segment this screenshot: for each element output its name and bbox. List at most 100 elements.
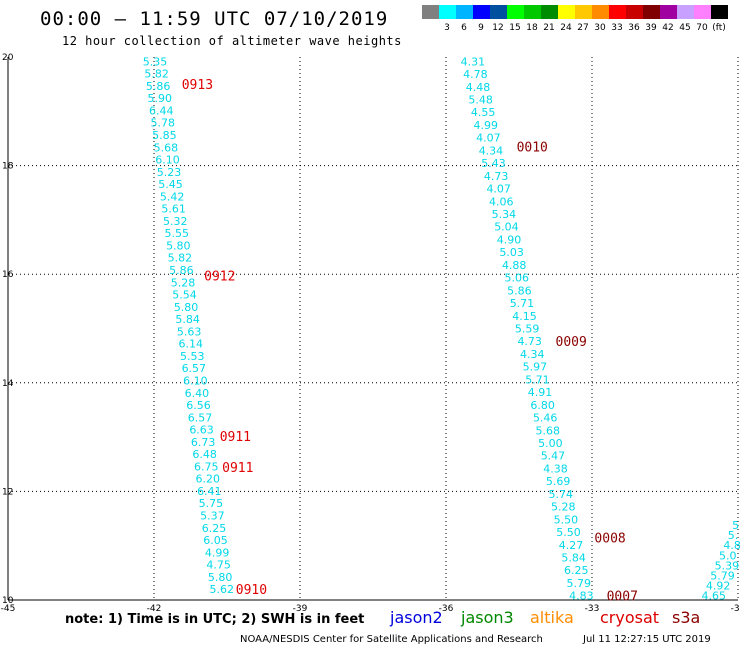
- wave-height-value: 5.28: [171, 276, 196, 289]
- wave-height-value: 5.74: [548, 488, 573, 501]
- legend-swatch: [541, 5, 558, 19]
- legend-swatch: [490, 5, 507, 19]
- wave-height-values: 5.355.825.865.906.445.785.855.686.105.23…: [143, 55, 740, 602]
- wave-height-value: 6.73: [191, 436, 216, 449]
- time-label: 0008: [594, 532, 625, 547]
- wave-height-value: 6.20: [196, 473, 221, 486]
- wave-height-value: 5.61: [161, 203, 186, 216]
- wave-height-value: 4.07: [486, 183, 511, 196]
- wave-height-value: 5.0: [719, 549, 737, 562]
- y-tick-label: 18: [2, 162, 14, 172]
- wave-height-value: 5.54: [172, 289, 197, 302]
- wave-height-value: 5.03: [499, 246, 523, 259]
- satellite-altika: altika: [530, 608, 574, 627]
- x-tick-label: -30: [731, 604, 740, 614]
- wave-height-value: 6.63: [189, 424, 214, 437]
- wave-height-value: 4.34: [520, 348, 545, 361]
- legend-swatch: [439, 5, 456, 19]
- wave-height-value: 4.38: [543, 462, 568, 475]
- time-label: 0910: [236, 583, 267, 598]
- y-tick-label: 10: [2, 596, 14, 606]
- wave-height-value: 4.99: [205, 546, 230, 559]
- x-tick-label: -42: [147, 604, 162, 614]
- wave-height-value: 5.63: [177, 325, 202, 338]
- legend-label: 39: [645, 23, 657, 33]
- wave-height-value: 4.65: [702, 590, 727, 603]
- wave-height-value: 5.82: [168, 252, 193, 265]
- wave-height-value: 6.25: [564, 564, 589, 577]
- satellite-cryosat: cryosat: [600, 608, 660, 627]
- wave-height-value: 5.71: [525, 373, 550, 386]
- wave-height-value: 6.05: [203, 534, 228, 547]
- y-tick-label: 16: [2, 270, 14, 280]
- wave-height-value: 4.88: [502, 259, 527, 272]
- chart-subtitle: 12 hour collection of altimeter wave hei…: [62, 34, 402, 48]
- wave-height-value: 5.06: [505, 272, 530, 285]
- wave-height-value: 5.34: [492, 208, 517, 221]
- wave-height-value: 5.35: [143, 55, 168, 68]
- satellite-jason3: jason3: [461, 608, 514, 627]
- legend-swatch: [507, 5, 524, 19]
- legend-label: 6: [461, 23, 467, 33]
- footnote: note: 1) Time is in UTC; 2) SWH is in fe…: [65, 612, 365, 627]
- x-tick-label: -36: [439, 604, 454, 614]
- legend-label: 21: [543, 23, 555, 33]
- time-label: 0010: [517, 141, 548, 156]
- satellite-jason2: jason2: [390, 608, 443, 627]
- legend-label: 36: [628, 23, 640, 33]
- legend-label: 18: [526, 23, 538, 33]
- y-tick-label: 14: [2, 379, 14, 389]
- wave-height-value: 5.85: [152, 129, 177, 142]
- wave-height-value: 5.39: [715, 559, 740, 572]
- legend-swatch: [592, 5, 609, 19]
- wave-height-value: 5.50: [554, 513, 579, 526]
- wave-height-value: 5.62: [209, 583, 234, 596]
- wave-height-value: 4.34: [479, 144, 504, 157]
- legend-label: 27: [577, 23, 589, 33]
- wave-height-value: 4.99: [474, 119, 499, 132]
- credit-line: NOAA/NESDIS Center for Satellite Applica…: [240, 634, 543, 645]
- x-tick-label: -45: [1, 604, 16, 614]
- wave-height-value: 5.28: [551, 501, 576, 514]
- legend-label: 70: [696, 23, 708, 33]
- wave-height-value: 5.68: [536, 424, 561, 437]
- legend-swatch: [575, 5, 592, 19]
- wave-height-value: 5.84: [175, 313, 200, 326]
- legend-swatch: [609, 5, 626, 19]
- legend-label: 30: [594, 23, 606, 33]
- legend-swatch: [694, 5, 711, 19]
- wave-height-value: 4.06: [489, 195, 514, 208]
- wave-height-value: 4.75: [206, 559, 231, 572]
- wave-height-value: 5.50: [556, 526, 581, 539]
- x-tick-label: -39: [293, 604, 308, 614]
- legend-label: (ft): [712, 23, 726, 33]
- chart-title: 00:00 – 11:59 UTC 07/10/2019: [40, 8, 389, 30]
- wave-height-value: 6.48: [192, 448, 217, 461]
- wave-height-value: 6.40: [185, 387, 210, 400]
- wave-height-value: 4.07: [476, 132, 501, 145]
- wave-height-value: 6.75: [194, 460, 219, 473]
- time-label: 0912: [204, 269, 235, 284]
- wave-height-value: 5.47: [541, 450, 566, 463]
- wave-height-value: 5.68: [154, 141, 179, 154]
- wave-height-value: 5.59: [515, 323, 540, 336]
- wave-height-value: 5.79: [567, 577, 592, 590]
- wave-height-value: 5.97: [523, 361, 548, 374]
- time-label: 0911: [222, 461, 253, 476]
- wave-height-value: 4.73: [517, 335, 542, 348]
- y-tick-label: 20: [2, 53, 14, 63]
- legend-label: 3: [444, 23, 450, 33]
- wave-height-value: 5.78: [151, 117, 176, 130]
- wave-height-value: 4.92: [706, 580, 731, 593]
- wave-height-value: 5.84: [561, 551, 586, 564]
- wave-height-value: 6.25: [202, 522, 227, 535]
- legend-swatch: [626, 5, 643, 19]
- wave-height-value: 5.43: [481, 157, 506, 170]
- wave-height-value: 5.69: [546, 475, 571, 488]
- wave-height-value: 6.41: [197, 485, 222, 498]
- legend-label: 12: [492, 23, 504, 33]
- wave-height-value: 5.55: [165, 227, 190, 240]
- wave-height-value: 6.57: [188, 411, 213, 424]
- wave-height-value: 4.27: [559, 539, 584, 552]
- legend-swatch: [660, 5, 677, 19]
